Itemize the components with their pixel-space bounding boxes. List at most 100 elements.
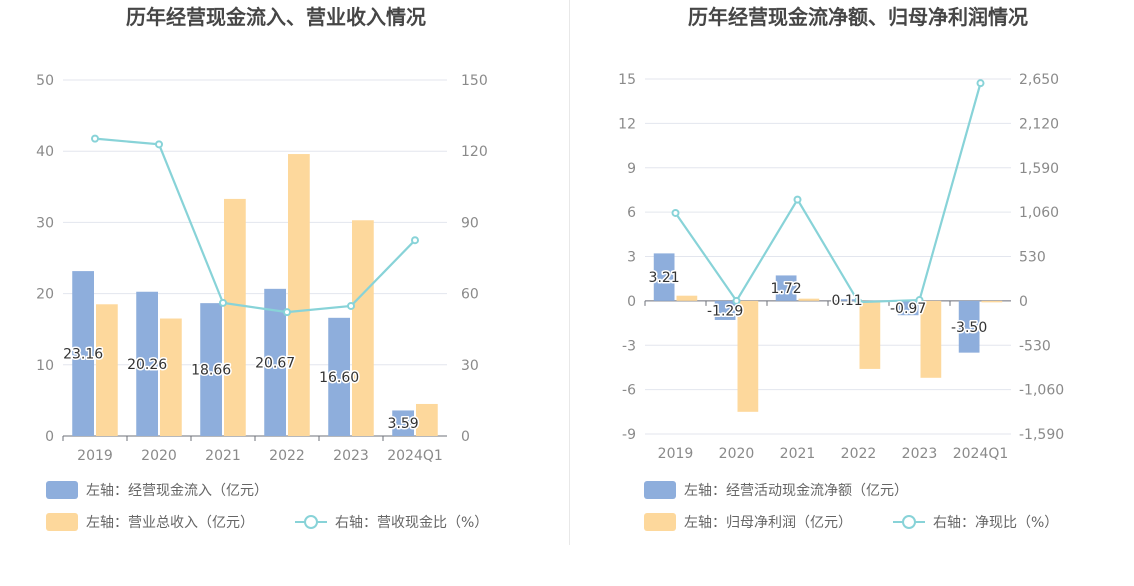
right-axis-tick-label: 0 <box>1019 294 1028 310</box>
legend-line-marker <box>902 515 916 529</box>
secondary-bar <box>798 298 820 301</box>
right-axis-tick-label: 30 <box>461 358 479 374</box>
bar-data-label: 3.59 <box>388 416 419 432</box>
chart-panel-net-cash: 历年经营现金流净额、归母净利润情况 -9 -6 -3 0 3 6 9 12 15 -1,590 -1,… <box>570 0 1134 582</box>
x-axis-category-label: 2024Q1 <box>953 446 1009 462</box>
secondary-bar <box>737 300 759 412</box>
ratio-line-point <box>976 79 985 88</box>
primary-bar <box>136 291 158 436</box>
secondary-bar <box>288 154 310 436</box>
right-axis-tick-label: 2,120 <box>1019 116 1059 132</box>
bar-data-label: 18.66 <box>191 363 231 379</box>
left-axis-tick-label: 40 <box>36 144 54 160</box>
left-axis-tick-label: 3 <box>627 250 636 266</box>
ratio-line-point <box>793 195 802 204</box>
legend-label: 右轴：净现比（%） <box>933 515 1058 531</box>
ratio-line-point <box>732 296 741 305</box>
x-axis-category-label: 2022 <box>269 448 305 464</box>
left-axis-tick-label: 9 <box>627 161 636 177</box>
secondary-bar <box>352 220 374 436</box>
right-axis-tick-label: 530 <box>1019 250 1046 266</box>
right-axis-tick-label: 2,650 <box>1019 72 1059 88</box>
right-axis-tick-label: 150 <box>461 73 488 89</box>
right-axis-tick-label: -1,590 <box>1019 427 1064 443</box>
bar-data-label: 20.67 <box>255 355 295 371</box>
left-axis-tick-label: 15 <box>618 72 636 88</box>
right-axis-tick-label: -530 <box>1019 338 1051 354</box>
bar-data-label: -0.97 <box>890 301 926 317</box>
legend-label: 左轴：营业总收入（亿元） <box>86 515 254 531</box>
x-axis-category-label: 2024Q1 <box>387 448 443 464</box>
right-axis-tick-label: -1,060 <box>1019 383 1064 399</box>
secondary-bar <box>224 198 246 436</box>
right-axis-tick-label: 1,060 <box>1019 205 1059 221</box>
x-axis-category-label: 2020 <box>141 448 177 464</box>
bar-data-label: 3.21 <box>649 270 680 286</box>
secondary-bar <box>920 300 942 378</box>
ratio-line-point <box>411 236 419 245</box>
left-axis-tick-label: 0 <box>45 429 54 445</box>
primary-bar <box>392 410 414 436</box>
primary-bar <box>897 300 919 316</box>
secondary-bar <box>981 300 1003 303</box>
legend-label: 左轴：归母净利润（亿元） <box>684 514 852 531</box>
left-axis-tick-label: 50 <box>36 73 54 89</box>
legend-swatch <box>46 481 78 499</box>
x-axis-category-label: 2019 <box>77 448 113 464</box>
chart-panel-cash-inflow: 历年经营现金流入、营业收入情况 0 10 20 30 40 50 0 30 60 90 120 150 2… <box>0 0 569 582</box>
ratio-line-point <box>155 140 163 149</box>
x-axis-category-label: 2019 <box>658 446 694 462</box>
ratio-line <box>94 137 416 314</box>
bar-data-label: 0.11 <box>832 293 863 309</box>
bar-data-label: 23.16 <box>63 347 103 363</box>
ratio-line-point <box>854 298 863 307</box>
x-axis-category-label: 2023 <box>902 446 938 462</box>
left-axis-tick-label: -6 <box>622 383 636 399</box>
primary-bar <box>200 303 222 436</box>
primary-bar <box>958 300 980 353</box>
primary-bar <box>72 271 94 436</box>
legend-swatch <box>46 513 78 531</box>
bar-data-label: -1.29 <box>707 303 743 319</box>
right-axis-tick-label: 0 <box>461 429 470 445</box>
primary-bar <box>775 275 797 301</box>
secondary-bar <box>859 300 881 369</box>
left-axis-tick-label: 20 <box>36 287 54 303</box>
bar-data-label: -3.50 <box>951 320 987 336</box>
legend-label: 左轴：经营现金流入（亿元） <box>86 483 268 499</box>
ratio-line-point <box>283 308 291 317</box>
ratio-line-point <box>219 298 227 307</box>
x-axis-category-label: 2022 <box>841 446 877 462</box>
primary-bar <box>714 300 736 320</box>
left-axis-tick-label: 6 <box>627 205 636 221</box>
ratio-line <box>674 82 982 304</box>
secondary-bar <box>160 318 182 436</box>
left-axis-tick-label: 12 <box>618 116 636 132</box>
ratio-line-point <box>671 208 680 217</box>
secondary-bar <box>96 304 118 436</box>
bar-data-label: 16.60 <box>319 370 359 386</box>
right-axis-tick-label: 90 <box>461 215 479 231</box>
left-axis-tick-label: -3 <box>622 338 636 354</box>
primary-bar <box>653 253 675 301</box>
x-axis-category-label: 2021 <box>780 446 816 462</box>
left-axis-tick-label: 0 <box>627 294 636 310</box>
legend-label: 右轴：营收现金比（%） <box>335 515 488 531</box>
primary-bar <box>836 299 858 301</box>
legend-line-marker <box>304 515 318 529</box>
primary-bar <box>264 288 286 436</box>
ratio-line-point <box>915 296 924 305</box>
net-cash-chart: 历年经营现金流净额、归母净利润情况 -9 -6 -3 0 3 6 9 12 15 -1,590 -1,… <box>618 5 1064 531</box>
secondary-bar <box>416 403 438 436</box>
secondary-bar <box>676 295 698 301</box>
chart-title: 历年经营现金流净额、归母净利润情况 <box>688 5 1028 29</box>
legend-label: 左轴：经营活动现金流净额（亿元） <box>684 483 908 499</box>
right-axis-tick-label: 60 <box>461 287 479 303</box>
left-axis-tick-label: 10 <box>36 358 54 374</box>
right-axis-tick-label: 120 <box>461 144 488 160</box>
left-axis-tick-label: -9 <box>622 427 636 443</box>
bar-data-label: 20.26 <box>127 357 167 373</box>
chart-title: 历年经营现金流入、营业收入情况 <box>126 5 426 29</box>
x-axis-category-label: 2021 <box>205 448 241 464</box>
